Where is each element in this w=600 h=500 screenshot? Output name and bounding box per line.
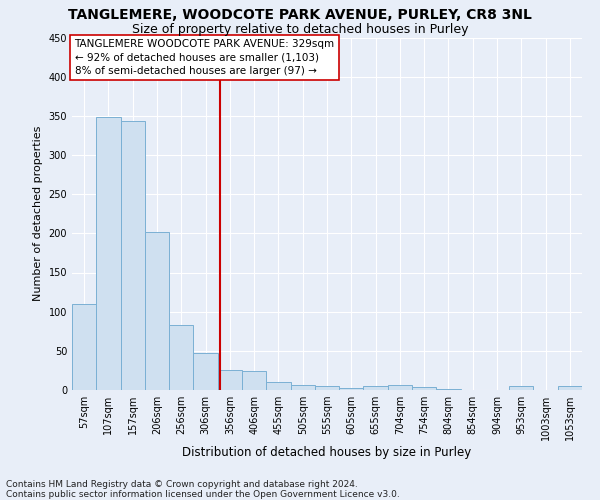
Bar	[72, 304, 96, 390]
Bar	[509, 386, 533, 390]
Bar	[558, 386, 582, 390]
Bar	[169, 325, 193, 390]
Bar	[436, 389, 461, 390]
Text: TANGLEMERE WOODCOTE PARK AVENUE: 329sqm
← 92% of detached houses are smaller (1,: TANGLEMERE WOODCOTE PARK AVENUE: 329sqm …	[74, 40, 335, 76]
Text: TANGLEMERE, WOODCOTE PARK AVENUE, PURLEY, CR8 3NL: TANGLEMERE, WOODCOTE PARK AVENUE, PURLEY…	[68, 8, 532, 22]
Bar	[290, 384, 315, 390]
Bar	[96, 116, 121, 390]
Bar	[339, 388, 364, 390]
Bar	[218, 370, 242, 390]
Text: Size of property relative to detached houses in Purley: Size of property relative to detached ho…	[132, 22, 468, 36]
Bar	[145, 232, 169, 390]
Bar	[193, 353, 218, 390]
Bar	[315, 386, 339, 390]
Bar	[364, 386, 388, 390]
Y-axis label: Number of detached properties: Number of detached properties	[33, 126, 43, 302]
Bar	[121, 122, 145, 390]
Bar	[388, 386, 412, 390]
Bar	[266, 382, 290, 390]
X-axis label: Distribution of detached houses by size in Purley: Distribution of detached houses by size …	[182, 446, 472, 459]
Text: Contains HM Land Registry data © Crown copyright and database right 2024.
Contai: Contains HM Land Registry data © Crown c…	[6, 480, 400, 499]
Bar	[242, 371, 266, 390]
Bar	[412, 387, 436, 390]
